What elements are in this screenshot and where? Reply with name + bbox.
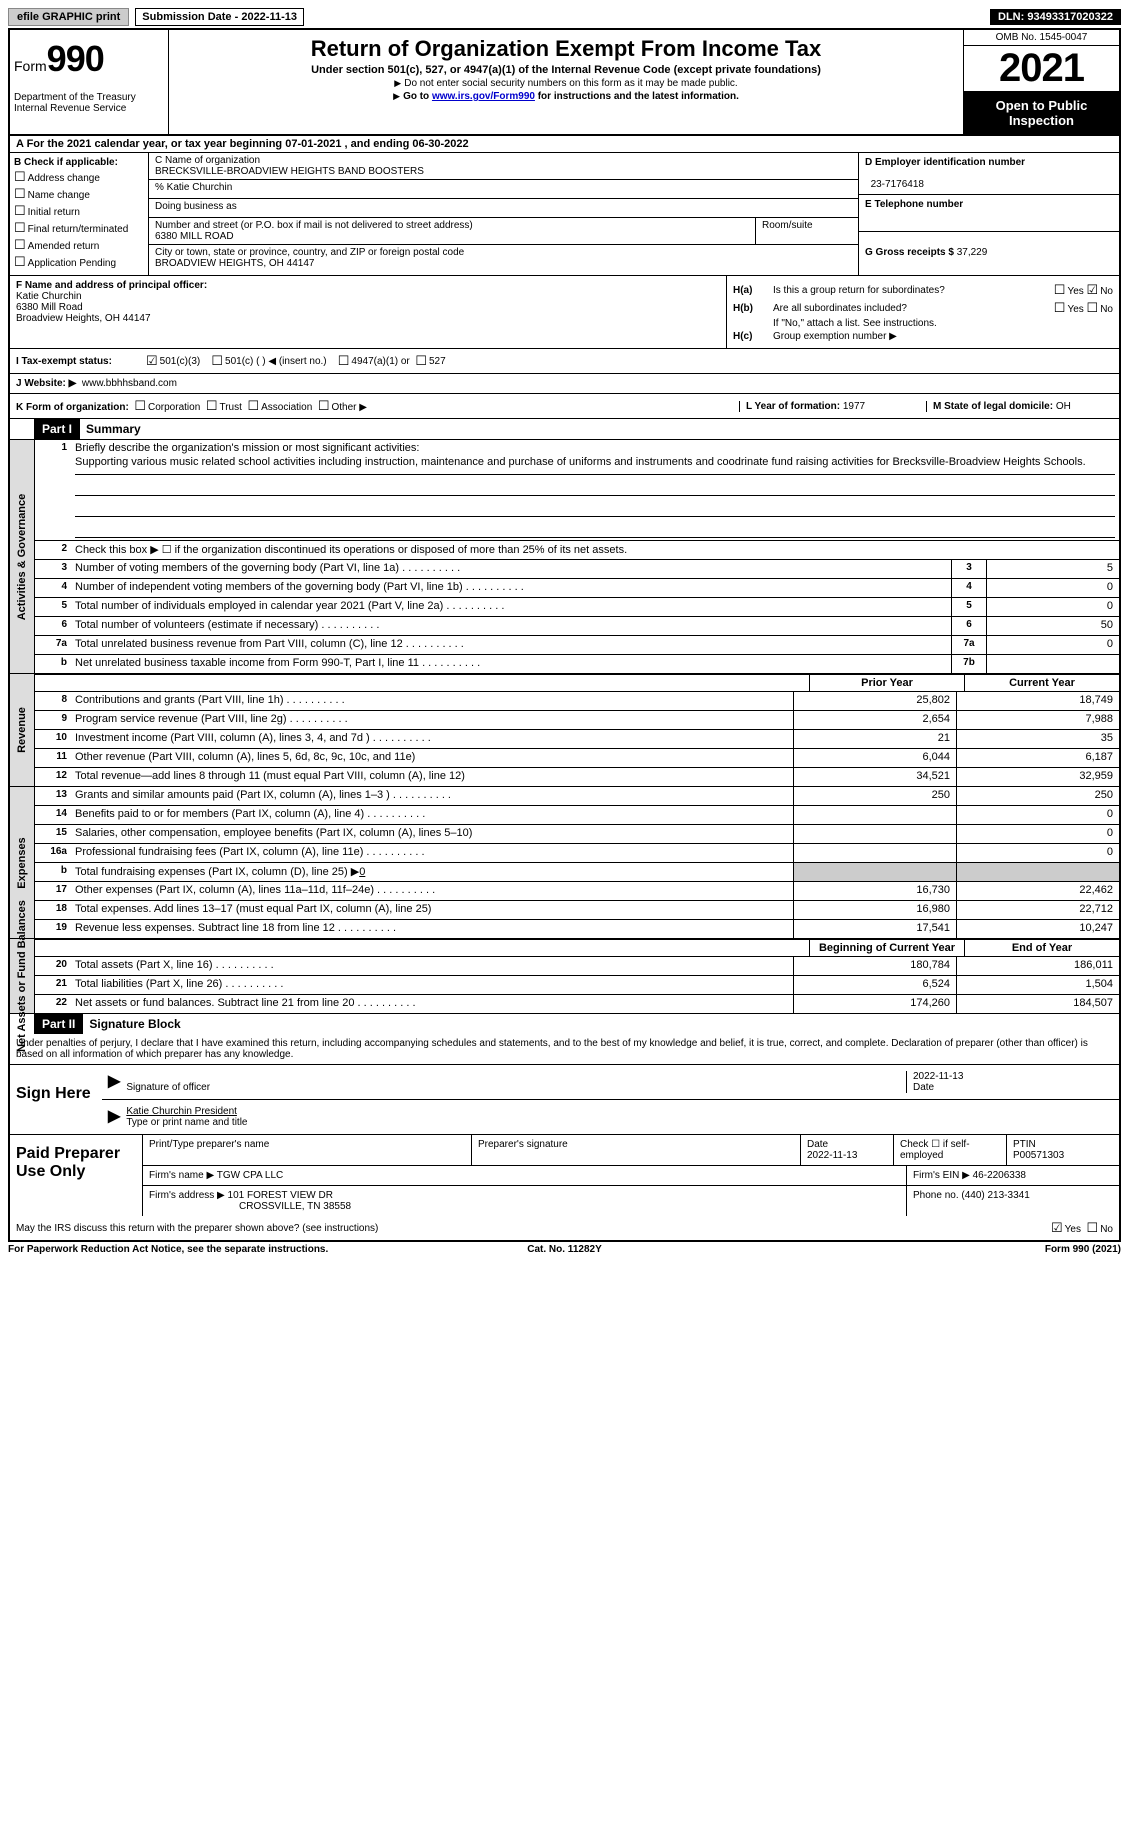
vtab-revenue: Revenue	[10, 674, 35, 786]
year-box: OMB No. 1545-0047 2021 Open to Public In…	[963, 30, 1119, 134]
vtab-activities: Activities & Governance	[10, 440, 35, 673]
form-id-box: Form990 Department of the Treasury Inter…	[10, 30, 169, 134]
dln: DLN: 93493317020322	[990, 9, 1121, 25]
efile-button[interactable]: efile GRAPHIC print	[8, 8, 129, 26]
row-j-website: J Website: ▶ www.bbhhsband.com	[10, 374, 1119, 394]
paid-preparer: Paid Preparer Use Only	[10, 1135, 143, 1216]
part2-header: Part II	[34, 1014, 83, 1034]
row-k-form-org: K Form of organization: Corporation Trus…	[10, 394, 1119, 419]
declaration: Under penalties of perjury, I declare th…	[10, 1034, 1119, 1065]
irs-link[interactable]: www.irs.gov/Form990	[432, 91, 535, 102]
col-b-checkboxes: B Check if applicable: Address change Na…	[10, 153, 149, 275]
col-c-org-info: C Name of organizationBRECKSVILLE-BROADV…	[149, 153, 858, 275]
irs-discuss: May the IRS discuss this return with the…	[10, 1216, 1119, 1240]
part1-header: Part I	[34, 419, 80, 439]
submission-date: Submission Date - 2022-11-13	[135, 8, 304, 26]
h-group-return: H(a)Is this a group return for subordina…	[726, 276, 1119, 348]
form-title-box: Return of Organization Exempt From Incom…	[169, 30, 963, 134]
row-i-tax-status: I Tax-exempt status: 501(c)(3) 501(c) ( …	[10, 349, 1119, 374]
footer: For Paperwork Reduction Act Notice, see …	[8, 1242, 1121, 1255]
vtab-netassets: Net Assets or Fund Balances	[10, 939, 35, 1013]
sign-here: Sign Here	[10, 1065, 102, 1134]
col-d-ein: D Employer identification number 23-7176…	[858, 153, 1119, 275]
f-officer: F Name and address of principal officer:…	[10, 276, 726, 348]
row-a-tax-year: A For the 2021 calendar year, or tax yea…	[10, 136, 1119, 153]
